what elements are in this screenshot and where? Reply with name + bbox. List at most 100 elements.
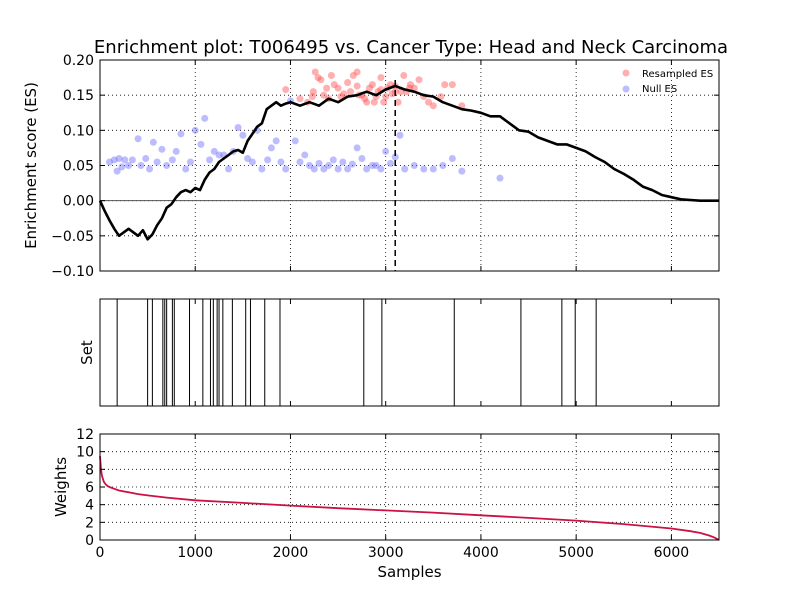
null-es-point [197, 140, 205, 148]
resampled-es-point [400, 71, 408, 79]
legend-resampled-label: Resampled ES [642, 69, 713, 80]
null-es-point [106, 158, 114, 166]
null-es-point [149, 138, 157, 146]
null-es-point [296, 158, 304, 166]
null-es-point [163, 162, 171, 169]
null-es-point [142, 154, 150, 162]
resampled-es-point [344, 79, 352, 87]
chart-title: Enrichment plot: T006495 vs. Cancer Type… [94, 37, 728, 58]
null-es-point [382, 147, 390, 155]
null-es-point [267, 144, 275, 152]
resampled-es-point [448, 81, 456, 89]
null-es-point [137, 162, 145, 169]
weights-line [99, 456, 720, 541]
null-es-point [320, 165, 328, 173]
null-es-point [496, 174, 504, 182]
resampled-es-point [425, 98, 433, 106]
resampled-es-point [415, 76, 423, 84]
null-es-point [248, 158, 256, 166]
resampled-es-point [340, 90, 348, 98]
null-es-point [244, 154, 252, 162]
p3-ytick-label: 8 [85, 462, 94, 478]
resampled-es-point [327, 71, 335, 79]
null-es-point [386, 159, 394, 167]
null-es-point [206, 156, 214, 164]
null-es-point [210, 147, 218, 155]
null-es-point [146, 165, 154, 173]
null-es-point [358, 154, 366, 162]
null-es-point [377, 165, 385, 173]
null-es-point [182, 165, 190, 173]
resampled-es-point [437, 93, 445, 101]
legend-null-label: Null ES [642, 84, 677, 95]
null-es-point [291, 137, 299, 145]
null-es-point [125, 162, 133, 169]
null-es-point [410, 162, 418, 169]
null-es-point [282, 165, 290, 173]
resampled-es-point [282, 86, 290, 94]
p3-xtick-label: 0 [96, 545, 105, 561]
p3-ylabel: Weights [52, 457, 70, 517]
p1-ytick-label: −0.10 [51, 264, 94, 280]
p3-xtick-label: 5000 [558, 545, 594, 561]
null-es-point [353, 144, 361, 152]
resampled-es-point [380, 98, 388, 106]
resampled-es-point [309, 88, 317, 96]
p1-ytick-label: 0.20 [63, 53, 94, 69]
resampled-es-point [320, 91, 328, 99]
resampled-es-point [366, 84, 374, 92]
null-es-point [118, 163, 126, 171]
resampled-es-point [406, 81, 414, 89]
null-es-point [448, 154, 456, 162]
null-es-point [153, 158, 161, 166]
null-es-point [234, 124, 242, 132]
null-es-point [239, 131, 247, 139]
null-es-point [368, 162, 376, 169]
null-es-point [201, 114, 209, 122]
null-es-point [310, 165, 318, 173]
resampled-es-point [353, 82, 361, 90]
resampled-es-point [441, 81, 449, 89]
null-es-point [186, 158, 194, 166]
null-es-point [325, 162, 333, 169]
null-es-point [264, 156, 272, 164]
null-es-point [329, 156, 337, 164]
null-es-point [110, 156, 118, 164]
set-barcode [116, 299, 597, 406]
null-es-point [215, 151, 223, 159]
resampled-es-point [388, 90, 396, 98]
null-es-point [272, 137, 280, 145]
null-es-point [344, 165, 352, 173]
resampled-es-point [330, 81, 338, 89]
null-es-point [348, 160, 356, 168]
resampled-es-point [308, 93, 316, 101]
resampled-es-point [429, 102, 437, 110]
p3-ytick-label: 12 [76, 427, 94, 443]
null-es-point [134, 135, 142, 143]
null-es-point [372, 162, 380, 169]
p3-ytick-label: 6 [85, 480, 94, 496]
legend-resampled-marker [622, 69, 630, 77]
p1-ticks: −0.10 −0.05 0.00 0.05 0.10 0.15 0.20 [51, 53, 719, 280]
p2-ticks [194, 299, 672, 406]
resampled-es-point [410, 84, 418, 92]
legend: Resampled ES Null ES [622, 69, 713, 95]
resampled-es-point [370, 98, 378, 106]
p1-ytick-label: −0.05 [51, 229, 94, 245]
p3-xtick-label: 2000 [273, 545, 309, 561]
p1-ytick-label: 0.05 [63, 159, 94, 175]
resampled-es-point [394, 98, 402, 106]
p3-xtick-label: 6000 [654, 545, 690, 561]
null-es-point [306, 162, 314, 169]
null-es-point [458, 167, 466, 175]
null-es-point [420, 165, 428, 173]
resampled-es-point [317, 76, 325, 84]
null-es-point [391, 153, 399, 161]
null-es-point [258, 165, 266, 173]
resampled-es-point [361, 95, 369, 103]
p2-ylabel: Set [78, 340, 96, 365]
resampled-es-point [349, 71, 357, 79]
resampled-es-point [296, 95, 304, 103]
